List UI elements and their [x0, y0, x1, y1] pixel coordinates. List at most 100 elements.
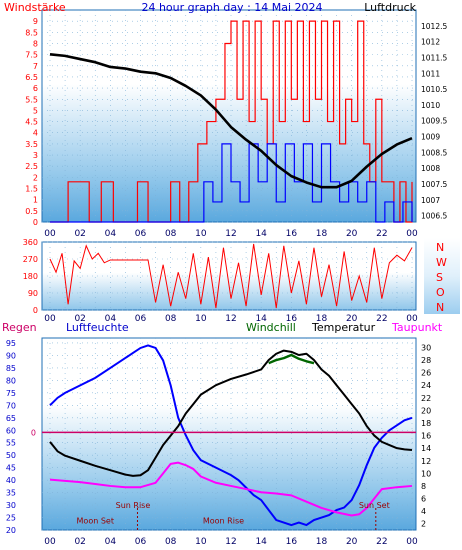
series-temperatur	[49, 349, 413, 477]
direction-tick-label: 360	[23, 238, 38, 247]
x-tick-label: 18	[316, 314, 328, 324]
humidity-tick-label: 95	[6, 339, 16, 348]
x-tick-label: 08	[165, 314, 177, 324]
temperature-tick-label: 10	[421, 469, 431, 478]
humidity-tick-label: 90	[6, 351, 16, 360]
series-pressure	[49, 53, 413, 189]
x-tick-label: 14	[255, 537, 267, 547]
humidity-tick-label: 65	[6, 414, 16, 423]
left-tick-label: 4	[33, 129, 38, 138]
right-tick-label: 1012	[421, 38, 440, 47]
humidity-tick-label: 25	[6, 514, 16, 523]
temperature-tick-label: 28	[421, 356, 431, 365]
temperature-tick-label: 8	[421, 482, 426, 491]
x-tick-label: 08	[165, 537, 177, 547]
x-tick-label: 04	[105, 229, 117, 239]
x-tick-label: 20	[346, 537, 358, 547]
series-luftfeuchte	[49, 344, 413, 527]
direction-tick-label: 90	[28, 289, 38, 298]
left-tick-label: 1	[33, 196, 38, 205]
compass-label: O	[436, 286, 445, 299]
humidity-tick-label: 45	[6, 464, 16, 473]
x-tick-label: 02	[74, 537, 85, 547]
compass-label-panel	[424, 238, 460, 314]
humidity-tick-label: 60	[6, 426, 16, 435]
compass-label: S	[436, 271, 443, 284]
x-tick-label: 12	[225, 229, 236, 239]
humidity-tick-label: 50	[6, 451, 16, 460]
temperature-tick-label: 4	[421, 507, 426, 516]
humidity-tick-label: 75	[6, 389, 16, 398]
x-tick-label: 06	[135, 229, 147, 239]
right-tick-label: 1010	[421, 101, 440, 110]
x-tick-label: 22	[376, 537, 387, 547]
chart-title: 24 hour graph day : 14 Mai 2024	[141, 1, 322, 14]
x-tick-label: 00	[44, 314, 56, 324]
humidity-tick-label: 40	[6, 476, 16, 485]
humidity-tick-label: 80	[6, 376, 16, 385]
temperature-tick-label: 16	[421, 432, 431, 441]
left-tick-label: 6.5	[25, 73, 38, 82]
right-tick-label: 1008	[421, 164, 440, 173]
temperature-tick-label: 20	[421, 406, 431, 415]
left-tick-label: 7.5	[25, 51, 38, 60]
x-tick-label: 12	[225, 537, 236, 547]
x-tick-label: 22	[376, 314, 387, 324]
annotation-label: Sun Rise	[116, 501, 151, 510]
series-wind-direction	[49, 243, 413, 309]
left-tick-label: 8.5	[25, 28, 38, 37]
right-tick-label: 1011	[421, 69, 440, 78]
temperature-tick-label: 6	[421, 495, 426, 504]
x-tick-label: 00	[44, 229, 56, 239]
x-tick-label: 00	[406, 537, 418, 547]
temperature-tick-label: 12	[421, 457, 431, 466]
temperature-tick-label: 24	[421, 381, 431, 390]
right-axis-title: Luftdruck	[364, 1, 416, 14]
x-tick-label: 18	[316, 229, 328, 239]
temperature-tick-label: 22	[421, 394, 431, 403]
temperature-tick-label: 26	[421, 369, 431, 378]
left-tick-label: 0.5	[25, 207, 38, 216]
left-tick-label: 3	[33, 151, 38, 160]
x-tick-label: 02	[74, 229, 85, 239]
right-tick-label: 1012.5	[421, 22, 447, 31]
x-tick-label: 00	[406, 229, 418, 239]
x-tick-label: 16	[286, 314, 298, 324]
compass-label: W	[436, 256, 447, 269]
compass-label: N	[436, 301, 444, 314]
temperature-tick-label: 14	[421, 444, 431, 453]
x-tick-label: 04	[105, 314, 117, 324]
humidity-tick-label: 30	[6, 501, 16, 510]
left-tick-label: 8	[33, 39, 38, 48]
x-tick-label: 06	[135, 537, 147, 547]
left-tick-label: 2.5	[25, 162, 38, 171]
x-tick-label: 06	[135, 314, 147, 324]
dewpoint-axis-title: Taupunkt	[391, 321, 443, 334]
temperature-tick-label: 18	[421, 419, 431, 428]
right-tick-label: 1009.5	[421, 117, 447, 126]
plot-area-2	[41, 241, 417, 311]
x-tick-label: 12	[225, 314, 236, 324]
x-tick-label: 04	[105, 537, 117, 547]
series-taupunkt	[49, 461, 413, 517]
left-tick-label: 9	[33, 17, 38, 26]
series-windchill	[268, 353, 315, 365]
direction-tick-label: 180	[23, 272, 38, 281]
right-tick-label: 1011.5	[421, 53, 447, 62]
humidity-tick-label: 55	[6, 439, 16, 448]
x-tick-label: 16	[286, 537, 298, 547]
x-tick-label: 10	[195, 314, 207, 324]
right-tick-label: 1010.5	[421, 85, 447, 94]
x-tick-label: 16	[286, 229, 298, 239]
right-tick-label: 1007	[421, 196, 440, 205]
humidity-axis-title: Luftfeuchte	[66, 321, 129, 334]
right-tick-label: 1009	[421, 133, 440, 142]
left-tick-label: 3.5	[25, 140, 38, 149]
temperature-tick-label: 30	[421, 343, 431, 352]
annotation-label: Moon Set	[77, 517, 114, 526]
left-tick-label: 1.5	[25, 185, 38, 194]
temperature-axis-title: Temperatur	[311, 321, 376, 334]
compass-label: N	[436, 241, 444, 254]
